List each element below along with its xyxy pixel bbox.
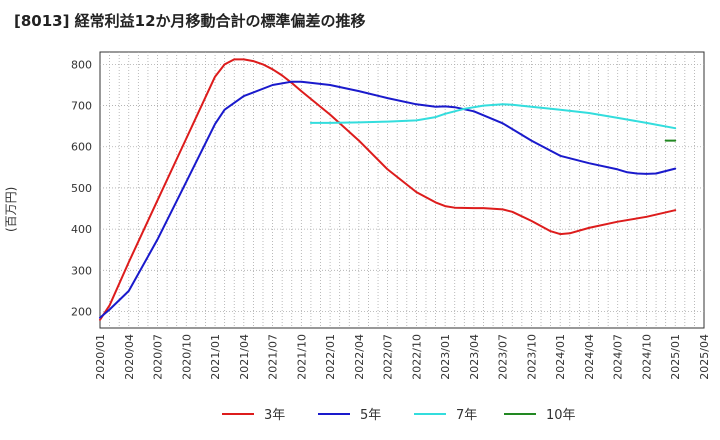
y-tick-label: 200 — [71, 306, 92, 319]
x-tick-label: 2021/01 — [209, 334, 222, 380]
x-tick-label: 2024/01 — [554, 334, 567, 380]
x-tick-label: 2021/04 — [238, 334, 251, 380]
x-tick-label: 2024/07 — [612, 334, 625, 380]
x-tick-labels: 2020/01 2020/04 2020/07 2020/10 2021/01 2021/… — [94, 334, 711, 380]
x-tick-label: 2020/10 — [180, 334, 193, 380]
x-tick-label: 2024/04 — [583, 334, 596, 380]
x-tick-label: 2025/01 — [669, 334, 682, 380]
x-tick-label: 2022/07 — [382, 334, 395, 380]
x-tick-label: 2021/10 — [295, 334, 308, 380]
x-tick-label: 2023/01 — [439, 334, 452, 380]
y-tick-label: 800 — [71, 58, 92, 71]
x-tick-label: 2023/04 — [468, 334, 481, 380]
y-tick-label: 300 — [71, 264, 92, 277]
legend-label: 7年 — [456, 408, 477, 423]
x-tick-label: 2022/04 — [353, 334, 366, 380]
grid-lines — [100, 52, 704, 328]
y-tick-label: 400 — [71, 223, 92, 236]
series-lines — [99, 58, 677, 321]
x-tick-label: 2023/10 — [525, 334, 538, 380]
x-tick-label: 2025/04 — [698, 334, 711, 380]
chart-title: [8013] 経常利益12か月移動合計の標準偏差の推移 — [14, 12, 366, 30]
series-line-2 — [99, 80, 677, 319]
plot-area — [99, 51, 705, 329]
series-line-3 — [309, 103, 677, 130]
legend: 3年 5年 7年 10年 — [222, 408, 576, 423]
y-tick-labels: 200 300 400 500 600 700 800 — [71, 58, 92, 318]
legend-label: 10年 — [546, 408, 576, 423]
x-tick-label: 2020/07 — [152, 334, 165, 380]
x-tick-label: 2022/10 — [410, 334, 423, 380]
y-tick-label: 500 — [71, 182, 92, 195]
y-tick-label: 700 — [71, 100, 92, 113]
x-tick-label: 2024/10 — [640, 334, 653, 380]
series-line-1 — [99, 58, 677, 321]
x-tick-label: 2020/01 — [94, 334, 107, 380]
x-tick-label: 2021/07 — [267, 334, 280, 380]
x-tick-label: 2020/04 — [123, 334, 136, 380]
legend-label: 3年 — [264, 408, 285, 423]
legend-label: 5年 — [360, 408, 381, 423]
x-tick-label: 2023/07 — [497, 334, 510, 380]
y-tick-label: 600 — [71, 141, 92, 154]
x-tick-label: 2022/01 — [324, 334, 337, 380]
